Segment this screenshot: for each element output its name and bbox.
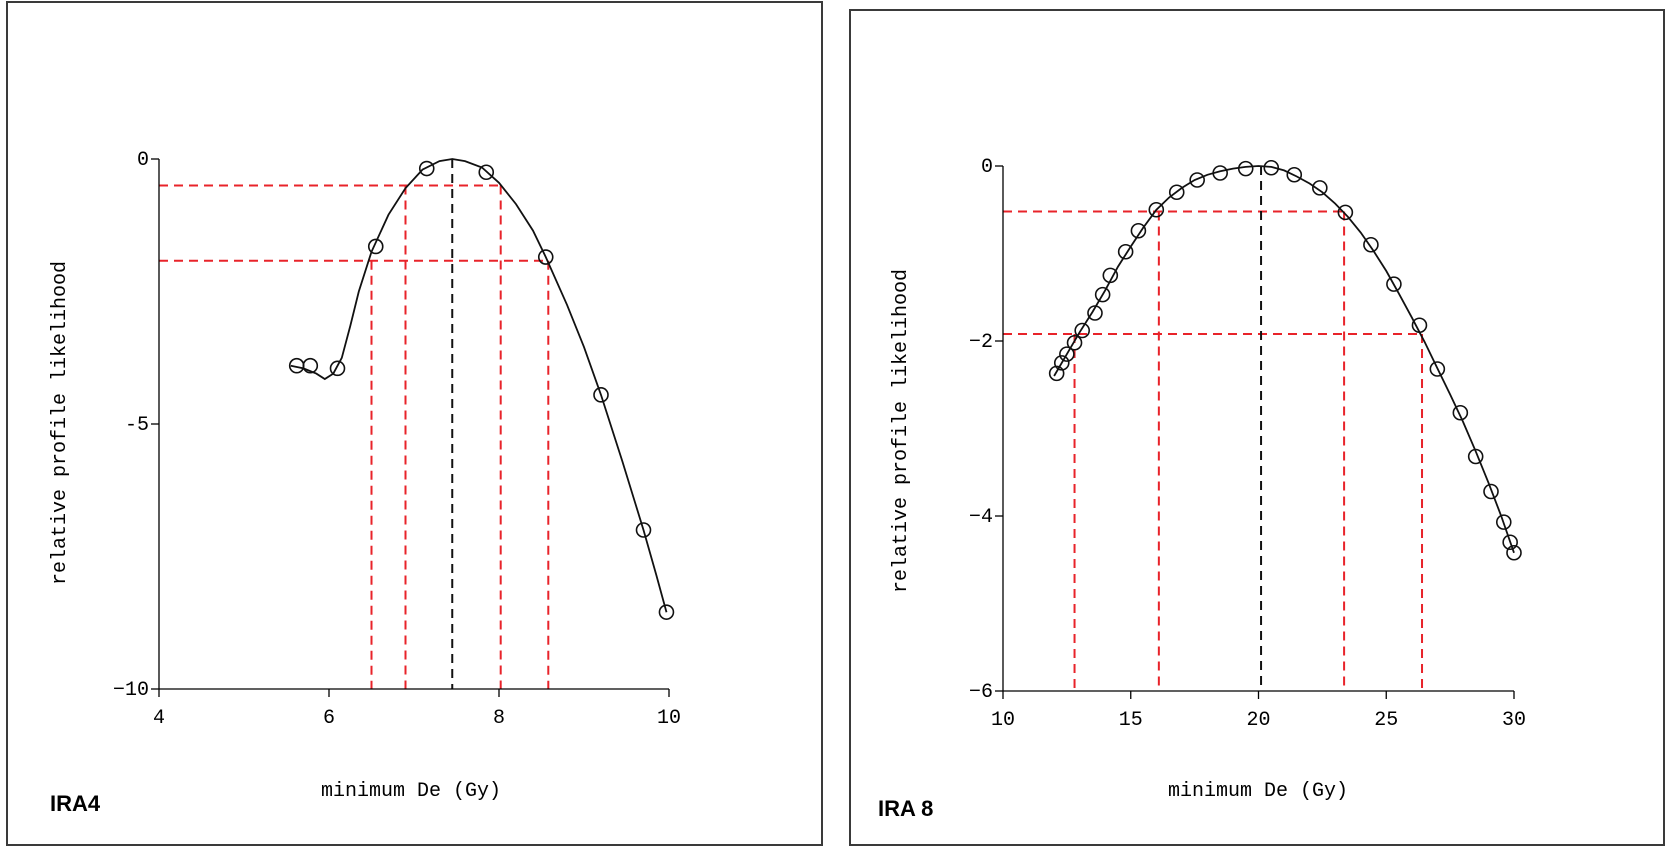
y-tick-label: 0: [137, 149, 149, 172]
data-point: [1237, 160, 1254, 177]
x-tick-label: 4: [153, 707, 165, 730]
data-point: [1337, 204, 1354, 221]
data-point: [1263, 159, 1280, 176]
data-point: [1411, 317, 1428, 334]
x-axis-title: minimum De (Gy): [1168, 780, 1348, 803]
data-point: [329, 360, 346, 377]
data-point: [1117, 243, 1134, 260]
data-point: [1386, 276, 1402, 292]
data-point: [1363, 236, 1379, 253]
data-point: [1189, 172, 1205, 188]
y-axis-title: relative profile likelihood: [890, 269, 913, 593]
y-axis-title: relative profile likelihood: [49, 261, 72, 585]
x-tick-label: 30: [1502, 709, 1526, 732]
x-tick-label: 20: [1246, 709, 1270, 732]
y-tick-label: −2: [969, 331, 993, 354]
data-point: [418, 160, 435, 177]
data-point: [1483, 483, 1499, 500]
data-point: [537, 249, 554, 265]
data-point: [1066, 334, 1083, 351]
data-point: [302, 357, 319, 374]
x-tick-label: 10: [991, 709, 1015, 732]
data-point: [1286, 166, 1303, 183]
y-tick-label: −6: [969, 681, 993, 704]
data-point: [1074, 322, 1091, 339]
y-tick-label: -5: [125, 414, 149, 437]
data-point: [1102, 267, 1119, 284]
fit-curve: [1053, 165, 1515, 554]
x-tick-label: 25: [1374, 709, 1398, 732]
panel-label: IRA4: [50, 791, 101, 816]
data-point: [1148, 201, 1165, 218]
data-point: [1312, 180, 1328, 196]
data-point: [635, 522, 652, 538]
data-point: [1130, 222, 1147, 239]
x-tick-label: 10: [657, 707, 681, 730]
data-point: [1502, 534, 1518, 551]
data-point: [1048, 365, 1065, 382]
data-point: [478, 164, 495, 181]
fit-curve: [290, 158, 668, 613]
y-tick-label: 0: [981, 156, 993, 179]
ira8-chart: 10 15 20 25 30 0 −2 −4 −6 minimum De (Gy) relat…: [878, 156, 1526, 821]
x-tick-label: 8: [493, 707, 505, 730]
chart-panel-ira8: 10 15 20 25 30 0 −2 −4 −6 minimum De (Gy) relat…: [849, 9, 1665, 846]
chart-panel-ira4: 4 6 8 10 0 -5 −10 minimum De (Gy) relative pr…: [6, 1, 823, 846]
x-tick-label: 15: [1119, 709, 1143, 732]
data-point: [1053, 355, 1070, 371]
data-point: [1506, 544, 1522, 561]
data-point: [658, 604, 675, 620]
data-point: [1059, 346, 1075, 362]
x-axis-title: minimum De (Gy): [321, 780, 501, 803]
data-point: [1452, 404, 1469, 421]
y-tick-label: −10: [113, 679, 149, 702]
data-point: [367, 238, 384, 255]
y-tick-label: −4: [969, 506, 993, 529]
data-point: [1168, 184, 1185, 201]
data-point: [1495, 514, 1512, 530]
ira4-chart: 4 6 8 10 0 -5 −10 minimum De (Gy) relative pr…: [49, 149, 681, 816]
data-point: [1429, 361, 1446, 377]
data-point: [1094, 286, 1111, 303]
x-tick-label: 6: [323, 707, 335, 730]
data-point: [1212, 165, 1228, 181]
data-point: [1087, 305, 1103, 321]
panel-label: IRA 8: [878, 796, 933, 821]
data-point: [593, 387, 609, 403]
data-point: [1467, 448, 1484, 465]
